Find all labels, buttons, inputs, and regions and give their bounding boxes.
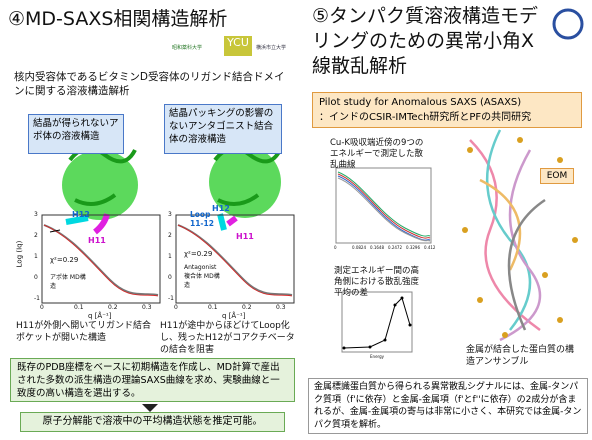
x-tick-label: 0.1 (208, 304, 218, 311)
eom-box: EOM (540, 168, 574, 184)
metal-atoms (462, 137, 578, 338)
summary-box: 既存のPDB座標をベースに初期構造を作成し、MD計算で産出された多数の派生構造の… (10, 358, 295, 402)
helix-label: H11 (88, 236, 106, 245)
helix-label: Loop 11-12 (190, 210, 214, 228)
x-tick-label: 0.412 (424, 245, 436, 250)
plot-axes (41, 214, 295, 304)
box-text: 結晶パッキングの影響のないアンタゴニスト結合体の溶液構造 (169, 108, 274, 145)
x-tick-label: 0.0824 (352, 245, 366, 250)
x-tick-label: 0 (40, 304, 44, 311)
y-tick-label: 3 (34, 211, 38, 218)
scattering-curves (335, 167, 432, 244)
x-tick-label: 0.2 (108, 304, 118, 311)
logo-ycu: YCU (224, 36, 252, 56)
caption: 金属が結合した蛋白質の構造アンサンブル (466, 345, 575, 367)
plot-note: Antagonist 複合体 MD構造 (184, 264, 220, 289)
logo-text: YCU (227, 36, 249, 49)
y-tick-label: -1 (34, 295, 40, 302)
bottom-text: 金属標識蛋白質から得られる異常散乱シグナルには、金属-タンパク質項（f'に依存）… (314, 382, 582, 430)
ensemble (469, 129, 546, 342)
title: ⑤タンパク質溶液構造モデリングのための異常小角X線散乱解析 (312, 5, 539, 77)
logo-text: 昭和薬科大学 (172, 45, 203, 51)
x-label: q [Å⁻¹] (88, 312, 112, 320)
x-label: q [Å⁻¹] (222, 312, 246, 320)
bottom-box: 金属標識蛋白質から得られる異常散乱シグナルには、金属-タンパク質項（f'に依存）… (308, 378, 588, 434)
subtitle: 核内受容体であるビタミンD受容体のリガンド結合ドメインに関する溶液構造解析 (14, 71, 285, 97)
plot-note: 測定エネルギー間の高角側における散乱強度平均の差 (334, 266, 420, 298)
chi-label: χ²=0.29 (184, 250, 213, 258)
summary-text: 既存のPDB座標をベースに初期構造を作成し、MD計算で産出された多数の派生構造の… (17, 362, 280, 399)
y-tick-label: -1 (168, 295, 174, 302)
box-text: 結晶が得られないアポ体の溶液構造 (33, 118, 119, 142)
logo (552, 8, 584, 40)
info-box: 結晶が得られないアポ体の溶液構造 (28, 114, 124, 154)
protein-antagonist (209, 146, 282, 231)
protein-apo (62, 146, 138, 235)
conclusion-box: 原子分解能で溶液中の平均構造状態を推定可能。 (20, 412, 285, 432)
eom-text: EOM (546, 171, 568, 181)
down-arrow (142, 404, 158, 412)
title: ④MD-SAXS相関構造解析 (8, 8, 228, 30)
helix-label: H12 (72, 210, 90, 219)
x-tick-label: 0.1 (74, 304, 84, 311)
x-label: Energy (370, 354, 385, 359)
x-tick-label: 0.2 (242, 304, 252, 311)
y-tick-label: 0 (168, 274, 172, 281)
caption: H11が外側へ開いてリガンド結合ポケットが開いた構造 (16, 321, 151, 343)
x-tick-label: 0.3296 (406, 245, 420, 250)
helix-label: H12 (212, 204, 230, 213)
y-tick-label: 1 (34, 253, 38, 260)
y-tick-label: 1 (168, 253, 172, 260)
y-label: Log (Iq) (15, 240, 24, 268)
logo-text: 横浜市立大学 (256, 45, 287, 51)
x-tick-label: 0.2472 (388, 245, 402, 250)
plot-note: Cu-K吸収端近傍の9つのエネルギーで測定した散乱曲線 (330, 138, 424, 170)
x-tick-label: 0.1648 (370, 245, 384, 250)
x-tick-label: 0.3 (276, 304, 286, 311)
pilot-text: Pilot study for Anomalous SAXS (ASAXS) ：… (319, 97, 532, 123)
helix-label: H11 (236, 232, 254, 241)
x-tick-label: 0 (334, 245, 337, 250)
y-tick-label: 3 (168, 211, 172, 218)
conclusion-text: 原子分解能で溶液中の平均構造状態を推定可能。 (42, 416, 263, 427)
plot-note: アポ体 MD構造 (50, 274, 86, 290)
chi-label: χ²=0.29 (50, 256, 79, 264)
y-tick-label: 2 (34, 232, 38, 239)
info-box: 結晶パッキングの影響のないアンタゴニスト結合体の溶液構造 (164, 104, 282, 154)
y-tick-label: 0 (34, 274, 38, 281)
x-tick-label: 0 (174, 304, 178, 311)
diff-plot (341, 291, 413, 353)
arrow (49, 229, 61, 233)
y-tick-label: 2 (168, 232, 172, 239)
caption: H11が途中からほどけてLoop化し、残ったH12がコアクチベータの結合を阻害 (160, 321, 295, 355)
pilot-box: Pilot study for Anomalous SAXS (ASAXS) ：… (312, 92, 582, 128)
x-tick-label: 0.3 (142, 304, 152, 311)
